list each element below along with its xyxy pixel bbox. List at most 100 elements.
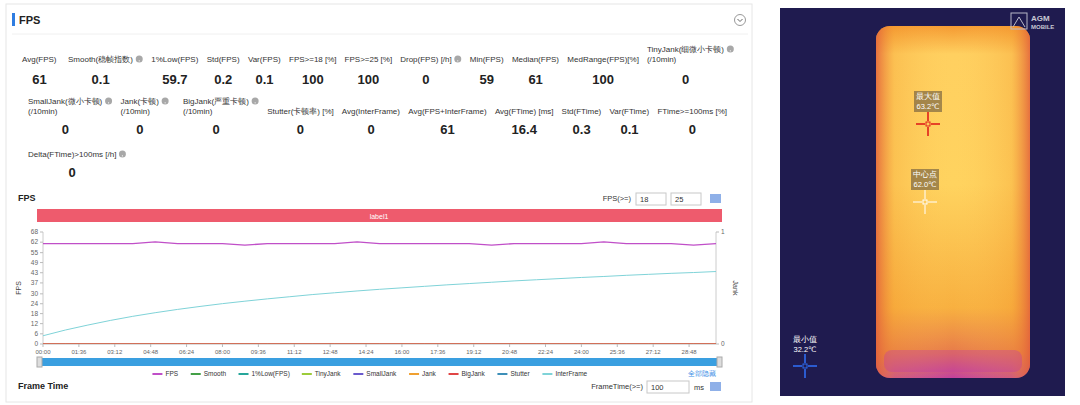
series-line (43, 344, 716, 345)
scroll-handle[interactable] (717, 357, 722, 367)
crosshair (925, 205, 926, 214)
x-tick-label: 22:24 (538, 349, 554, 355)
series-line (43, 344, 716, 345)
x-tick (258, 344, 259, 347)
thermal-image (780, 8, 1065, 396)
stat-label: Avg(FTime) [ms] (495, 107, 554, 116)
crosshair (804, 369, 806, 378)
y2-tick (716, 232, 719, 233)
x-tick-label: 09:36 (251, 349, 267, 355)
x-tick-label: 01:36 (71, 349, 87, 355)
stat-label: MedRange(FPS)[%] (567, 55, 639, 64)
divider (12, 34, 748, 35)
x-tick-label: 11:12 (287, 349, 302, 355)
crosshair (931, 123, 940, 125)
y-tick-label: 49 (31, 259, 39, 266)
filter-input[interactable] (636, 193, 666, 205)
y-tick (40, 272, 43, 273)
stat-label: SmallJank(微小卡顿) (28, 97, 103, 106)
x-tick-label: 27:12 (646, 349, 662, 355)
stat-value: 61 (440, 122, 454, 137)
legend-label: Stutter (510, 370, 530, 377)
reading-value: 63.2℃ (916, 102, 939, 111)
crosshair (927, 112, 929, 121)
x-tick (150, 344, 151, 347)
x-tick-label: 04:48 (143, 349, 159, 355)
scroll-handle[interactable] (37, 357, 42, 367)
x-tick-label: 08:00 (215, 349, 231, 355)
legend-label: 1%Low(FPS) (252, 370, 290, 378)
x-tick (689, 344, 690, 347)
series-group (43, 242, 716, 344)
x-tick (330, 344, 331, 347)
stat-value: 0 (682, 72, 689, 87)
section-title: Frame Time (18, 381, 68, 391)
stat-label: Std(FPS) (207, 55, 240, 64)
stat-label: Avg(InterFrame) (342, 107, 400, 116)
y-tick (40, 313, 43, 314)
filter-apply[interactable] (710, 194, 721, 203)
stat-label: (/10min) (121, 107, 151, 116)
y-tick (40, 293, 43, 294)
help-icon-dot (165, 102, 166, 103)
filter-value: 25 (675, 195, 683, 204)
crosshair (793, 365, 802, 367)
stat-value: 100 (358, 72, 380, 87)
stat-label: Std(FTime) (562, 107, 602, 116)
y-tick (40, 323, 43, 324)
y2-tick-label: 1 (721, 228, 725, 235)
x-tick (545, 344, 546, 347)
hide-all[interactable]: 全部隐藏 (688, 370, 716, 377)
y-tick (40, 232, 43, 233)
stat-label: (/10min) (28, 107, 58, 116)
scrollbar[interactable] (37, 358, 722, 366)
y-tick-label: 18 (31, 310, 39, 317)
stat-value: 0 (62, 122, 69, 137)
reading-label: 最大值 (916, 92, 940, 101)
y-tick-label: 37 (31, 279, 39, 286)
series-line (43, 272, 716, 336)
legend-swatch (497, 373, 507, 375)
help-icon (454, 56, 461, 63)
series-line (43, 344, 716, 345)
collapse-button[interactable] (735, 15, 746, 26)
filter-input[interactable] (671, 193, 701, 205)
stat-value: 59 (480, 72, 494, 87)
stat-label: Drop(FPS) [/h] (400, 55, 452, 64)
page: FPSAvg(FPS)61Smooth(稳帧指数)0.11%Low(FPS)59… (0, 0, 1080, 405)
x-tick-label: 28:48 (682, 349, 698, 355)
stat-label: (/10min) (647, 55, 677, 64)
help-icon (105, 98, 112, 105)
stat-label: Delta(FTime)>100ms [/h] (28, 150, 116, 159)
reading-label: 最小值 (793, 335, 817, 344)
help-icon (162, 98, 169, 105)
x-tick (366, 344, 367, 347)
stat-label: Var(FTime) (610, 107, 650, 116)
crosshair (913, 202, 922, 203)
stat-label: Smooth(稳帧指数) (68, 55, 133, 64)
stat-label: 1%Low(FPS) (151, 55, 198, 64)
crosshair-center (803, 364, 807, 368)
stat-value: 59.7 (162, 72, 187, 87)
panel-title: FPS (19, 14, 40, 26)
help-icon (252, 98, 259, 105)
stat-value: 0 (422, 72, 429, 87)
y2-axis-title: Jank (732, 281, 739, 296)
x-tick-label: 24:00 (574, 349, 590, 355)
x-tick (653, 344, 654, 347)
stat-value: 0.2 (214, 72, 232, 87)
legend-label: SmallJank (366, 370, 397, 377)
crosshair-center (926, 122, 930, 126)
crosshair (804, 354, 806, 363)
stat-label: Stutter(卡顿率) [%] (267, 107, 334, 116)
x-tick-label: 19:12 (466, 349, 482, 355)
filter-input[interactable] (647, 381, 689, 393)
x-tick-label: 17:36 (430, 349, 446, 355)
legend-swatch (302, 373, 312, 375)
phone-heat-bottom (884, 350, 1022, 372)
stat-value: 61 (32, 72, 46, 87)
filter-apply[interactable] (710, 382, 721, 391)
legend-label: TinyJank (315, 370, 342, 378)
stat-value: 0.3 (573, 122, 591, 137)
legend-label: BigJank (462, 370, 486, 378)
